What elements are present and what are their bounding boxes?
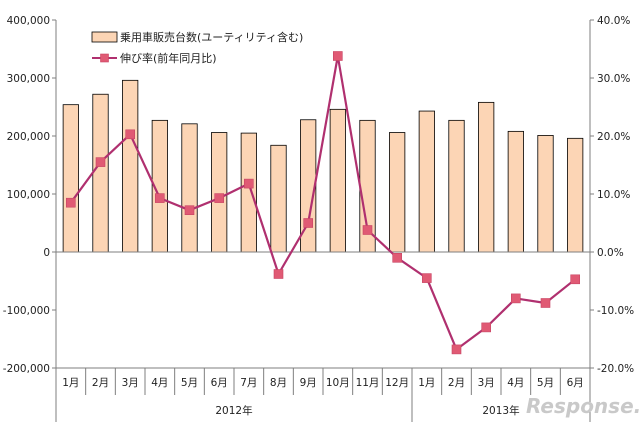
right-tick-label: -10.0% <box>597 305 634 317</box>
line-point <box>451 344 462 355</box>
right-tick-label: 20.0% <box>597 131 630 143</box>
line-point <box>421 273 432 283</box>
line-point <box>155 193 165 203</box>
category-label: 9月 <box>300 377 317 389</box>
group-label: 2012年 <box>215 404 252 417</box>
right-tick-label: 0.0% <box>597 247 624 259</box>
bar <box>507 130 524 253</box>
line-point <box>570 274 581 285</box>
left-tick-label: 400,000 <box>7 15 50 27</box>
line-point <box>244 178 254 189</box>
category-label: 3月 <box>122 377 139 389</box>
legend: 乗用車販売台数(ユーティリティ含む) 伸び率(前年同月比) <box>91 30 303 65</box>
bar <box>240 132 257 253</box>
bar <box>270 144 287 253</box>
line-series <box>66 51 581 355</box>
bar <box>478 101 495 253</box>
right-tick-label: 40.0% <box>597 15 630 27</box>
bar <box>211 132 228 253</box>
line-point <box>540 298 551 308</box>
category-label: 2月 <box>92 377 109 389</box>
legend-bar-label: 乗用車販売台数(ユーティリティ含む) <box>120 30 303 44</box>
bar <box>448 119 465 253</box>
line-point <box>273 269 284 279</box>
left-tick-label: -200,000 <box>3 363 50 375</box>
category-label: 6月 <box>211 377 228 389</box>
category-axis: 2012年 2013年 1月 2月 3月 4月 5月 6月 7月 8月 9月 10月 11月 12月 1月 2… <box>55 368 591 422</box>
category-label: 1月 <box>418 377 435 389</box>
category-label: 10月 <box>326 377 350 389</box>
category-label: 6月 <box>567 377 584 389</box>
legend-line-marker <box>100 53 109 63</box>
left-tick-label: 300,000 <box>7 73 50 85</box>
line-point <box>332 51 343 61</box>
right-tick-label: 30.0% <box>597 73 630 85</box>
bar <box>92 93 109 253</box>
legend-bar-swatch <box>91 31 118 43</box>
right-tick-label: 10.0% <box>597 189 630 201</box>
line-point <box>125 129 135 140</box>
category-label: 8月 <box>270 377 287 389</box>
line-point <box>362 225 373 235</box>
category-label: 5月 <box>181 377 198 389</box>
group-label: 2013年 <box>482 404 519 417</box>
category-label: 12月 <box>385 377 409 389</box>
left-tick-label: 0 <box>43 247 50 259</box>
bar <box>122 79 139 253</box>
right-axis-ticks: 40.0% 30.0% 20.0% 10.0% 0.0% -10.0% -20.0% <box>597 15 634 375</box>
bar <box>329 108 346 253</box>
bar <box>389 132 406 253</box>
line-point <box>95 157 106 167</box>
category-label: 11月 <box>356 377 380 389</box>
left-tick-label: -100,000 <box>3 305 50 317</box>
category-label: 5月 <box>537 377 554 389</box>
right-tick-label: -20.0% <box>597 363 634 375</box>
category-label: 4月 <box>507 377 524 389</box>
category-label: 1月 <box>62 377 79 389</box>
bar <box>62 104 79 253</box>
line-point <box>184 205 195 215</box>
bar <box>181 123 198 253</box>
category-label: 7月 <box>240 377 257 389</box>
bar <box>537 135 554 253</box>
bar-series <box>62 79 584 253</box>
line-point <box>510 293 521 304</box>
left-tick-label: 100,000 <box>7 189 50 201</box>
line-point <box>66 197 76 208</box>
line-point <box>303 218 314 228</box>
line-point <box>392 253 403 263</box>
growth-rate-line <box>69 54 576 351</box>
legend-line-label: 伸び率(前年同月比) <box>120 51 217 65</box>
category-label: 3月 <box>478 377 495 389</box>
line-point <box>214 193 224 203</box>
left-tick-label: 200,000 <box>7 131 50 143</box>
watermark-logo: Response. <box>526 394 640 418</box>
bar <box>567 137 584 253</box>
line-point <box>481 322 492 333</box>
category-label: 2月 <box>448 377 465 389</box>
category-label: 4月 <box>151 377 168 389</box>
left-axis-ticks: 400,000 300,000 200,000 100,000 0 -100,000 -20… <box>3 15 50 375</box>
bar <box>418 110 435 253</box>
